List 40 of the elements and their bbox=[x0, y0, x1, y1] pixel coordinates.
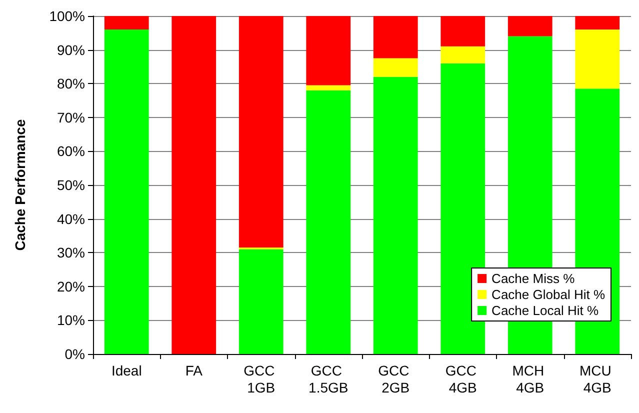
y-tick-label: 80% bbox=[56, 76, 85, 92]
legend-label: Cache Miss % bbox=[492, 271, 576, 286]
bar bbox=[373, 58, 418, 77]
x-tick-label: MCH 4GB bbox=[512, 362, 548, 396]
x-tick-label: FA bbox=[185, 362, 204, 378]
x-tick-label: GCC 4GB bbox=[445, 362, 480, 396]
bar bbox=[440, 16, 486, 46]
y-tick-label: 100% bbox=[49, 8, 85, 24]
bar bbox=[575, 16, 620, 30]
bar bbox=[575, 30, 620, 89]
y-tick-label: 50% bbox=[56, 177, 85, 193]
x-tick-label: GCC 1GB bbox=[244, 362, 279, 396]
y-tick-label: 20% bbox=[56, 278, 85, 294]
y-tick-label: 60% bbox=[56, 143, 85, 160]
bar bbox=[306, 16, 351, 86]
y-tick-label: 40% bbox=[56, 210, 85, 227]
bar bbox=[373, 76, 418, 354]
x-tick-label: GCC 1.5GB bbox=[308, 362, 348, 396]
legend-label: Cache Global Hit % bbox=[492, 287, 606, 302]
y-tick-label: 90% bbox=[56, 42, 85, 58]
bar bbox=[104, 30, 149, 354]
y-axis-title: Cache Performance bbox=[12, 119, 28, 251]
x-tick-label: GCC 2GB bbox=[378, 362, 414, 396]
bar bbox=[104, 16, 149, 30]
bar bbox=[172, 16, 216, 354]
bar bbox=[440, 63, 486, 354]
bar bbox=[440, 46, 486, 64]
bar bbox=[238, 249, 284, 354]
legend-label: Cache Local Hit % bbox=[492, 303, 599, 318]
bar bbox=[238, 16, 284, 248]
x-tick-label: Ideal bbox=[111, 362, 142, 378]
y-tick-label: 70% bbox=[56, 109, 85, 126]
bar bbox=[508, 16, 552, 36]
x-tick-label: MCU 4GB bbox=[579, 362, 616, 396]
bar bbox=[306, 85, 351, 90]
y-tick-label: 30% bbox=[56, 244, 85, 261]
bar bbox=[306, 90, 351, 354]
y-tick-label: 10% bbox=[56, 312, 85, 328]
bar bbox=[373, 16, 418, 58]
y-tick-label: 0% bbox=[64, 346, 85, 362]
